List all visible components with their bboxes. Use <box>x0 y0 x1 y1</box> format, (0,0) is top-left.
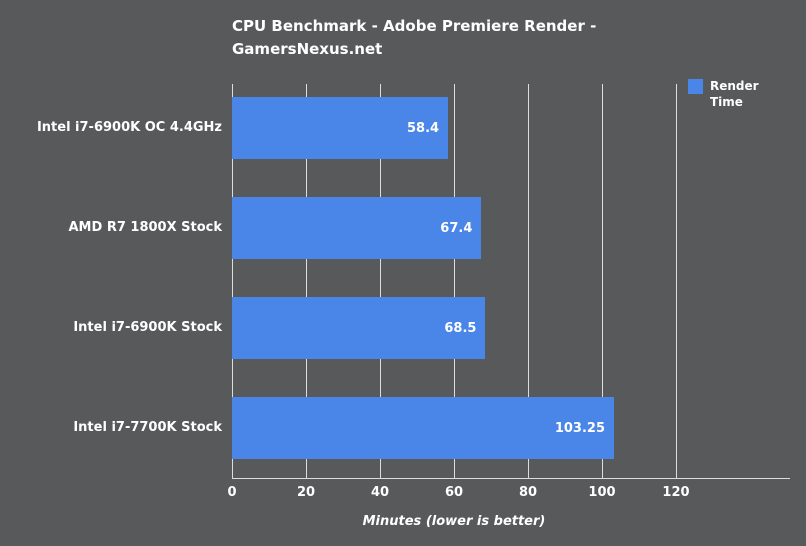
gridline <box>528 84 529 478</box>
gridline <box>454 84 455 478</box>
x-tick-label: 120 <box>662 485 690 500</box>
chart-title-line2: GamersNexus.net <box>232 40 383 58</box>
x-tick-label: 60 <box>444 485 464 500</box>
bar: 67.4 <box>232 197 482 259</box>
category-label: Intel i7-6900K Stock <box>73 320 222 335</box>
gridline <box>306 84 307 478</box>
chart-title: CPU Benchmark - Adobe Premiere Render - … <box>232 15 596 61</box>
gridline <box>380 84 381 478</box>
category-label: AMD R7 1800X Stock <box>68 220 223 235</box>
legend-swatch-icon <box>688 79 703 94</box>
gridline <box>232 84 233 478</box>
category-label: Intel i7-6900K OC 4.4GHz <box>36 120 222 135</box>
legend-label: Render Time <box>710 79 759 109</box>
x-axis-title: Minutes (lower is better) <box>362 514 546 529</box>
x-axis-ticks: 0 20 40 60 80 100 120 <box>227 485 689 501</box>
bar-value-label: 68.5 <box>444 320 477 336</box>
plot-area: 58.4 67.4 68.5 103.25 <box>232 78 677 478</box>
x-tick-label: 40 <box>370 485 390 500</box>
x-axis-line <box>232 478 790 479</box>
gridline <box>676 84 677 478</box>
x-tick-label: 20 <box>296 485 316 500</box>
x-tick-label: 80 <box>518 485 538 500</box>
x-tick-label: 0 <box>227 485 237 500</box>
bar-value-label: 67.4 <box>440 220 473 236</box>
bar: 103.25 <box>232 397 615 459</box>
x-tick-label: 100 <box>588 485 616 500</box>
bar-value-label: 103.25 <box>554 420 606 436</box>
gridline <box>602 84 603 478</box>
chart-title-line1: CPU Benchmark - Adobe Premiere Render - <box>232 17 597 35</box>
bar-value-label: 58.4 <box>407 120 440 136</box>
category-axis: Intel i7-6900K OC 4.4GHz AMD R7 1800X Sto… <box>0 78 222 478</box>
category-label: Intel i7-7700K Stock <box>73 420 222 435</box>
bar: 68.5 <box>232 297 486 359</box>
bar: 58.4 <box>232 97 449 159</box>
legend: Render Time <box>688 78 760 110</box>
